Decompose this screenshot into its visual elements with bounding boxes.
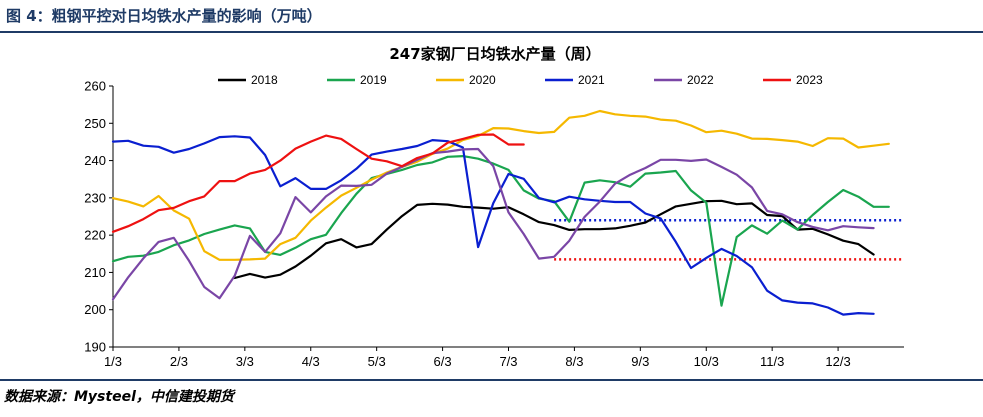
- y-tick-label: 250: [84, 116, 106, 131]
- header-rule: [0, 31, 983, 33]
- x-tick-label: 10/3: [694, 354, 719, 369]
- footer-rule: [0, 379, 983, 381]
- y-tick-label: 200: [84, 302, 106, 317]
- series-line-2019: [111, 154, 890, 307]
- y-tick-label: 240: [84, 153, 106, 168]
- x-tick-label: 2/3: [170, 354, 188, 369]
- series-line-2018: [233, 199, 875, 280]
- x-tick-label: 12/3: [825, 354, 850, 369]
- legend-label-2022: 2022: [687, 73, 714, 87]
- y-tick-label: 210: [84, 265, 106, 280]
- legend-label-2018: 2018: [251, 73, 278, 87]
- legend-label-2023: 2023: [796, 73, 823, 87]
- x-tick-label: 7/3: [499, 354, 517, 369]
- y-tick-label: 230: [84, 190, 106, 205]
- y-tick-label: 220: [84, 228, 106, 243]
- x-tick-label: 1/3: [104, 354, 122, 369]
- y-tick-label: 260: [84, 79, 106, 94]
- x-tick-label: 11/3: [760, 354, 784, 369]
- series-line-2020: [111, 109, 890, 261]
- figure-header: 图 4：粗钢平控对日均铁水产量的影响（万吨）: [0, 0, 983, 34]
- x-tick-label: 4/3: [302, 354, 320, 369]
- line-chart: 247家钢厂日均铁水产量（周） 2018 2019 2020 2021 2022 2023 1…: [84, 45, 904, 369]
- series-line-2021: [111, 135, 875, 316]
- x-tick-label: 3/3: [236, 354, 254, 369]
- series-line-2022: [111, 147, 875, 301]
- x-tick-label: 6/3: [434, 354, 452, 369]
- x-tick-label: 5/3: [368, 354, 386, 369]
- series-line-2023: [111, 133, 525, 233]
- legend-label-2020: 2020: [469, 73, 496, 87]
- figure-title: 图 4：粗钢平控对日均铁水产量的影响（万吨）: [6, 7, 322, 25]
- chart-title: 247家钢厂日均铁水产量（周）: [389, 45, 600, 63]
- legend-label-2019: 2019: [360, 73, 387, 87]
- figure-source: 数据来源：Mysteel，中信建投期货: [4, 389, 234, 405]
- x-tick-label: 9/3: [631, 354, 649, 369]
- legend-label-2021: 2021: [578, 73, 605, 87]
- y-tick-label: 190: [84, 340, 106, 355]
- x-tick-label: 8/3: [565, 354, 583, 369]
